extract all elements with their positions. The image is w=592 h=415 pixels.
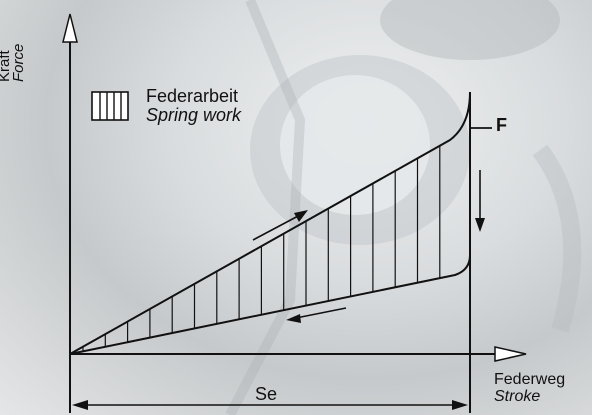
loading-arrowhead [294,210,308,222]
unloading-direction-arrow [295,307,347,319]
release-arrowhead [475,218,485,232]
legend-hatch-icon [91,91,129,121]
y-axis-arrow [62,13,78,43]
x-axis-arrow [494,346,527,362]
legend-label-de: Federarbeit [146,86,239,106]
unloading-curve [69,254,471,355]
loading-curve [69,91,471,355]
se-arrow-left [72,400,88,410]
force-label: F [496,115,507,135]
unloading-arrowhead [286,314,301,323]
y-axis-label-en: Force [10,43,27,82]
x-axis-label-en: Stroke [494,388,541,405]
loading-direction-arrow [252,214,301,241]
y-axis-label: Kraft Force [0,43,27,82]
x-axis-label-de: Federweg [494,371,566,388]
se-arrow-right [452,400,468,410]
spring-work-hatching [82,145,441,352]
legend-label-en: Spring work [146,105,242,125]
stroke-label: Se [255,384,278,404]
